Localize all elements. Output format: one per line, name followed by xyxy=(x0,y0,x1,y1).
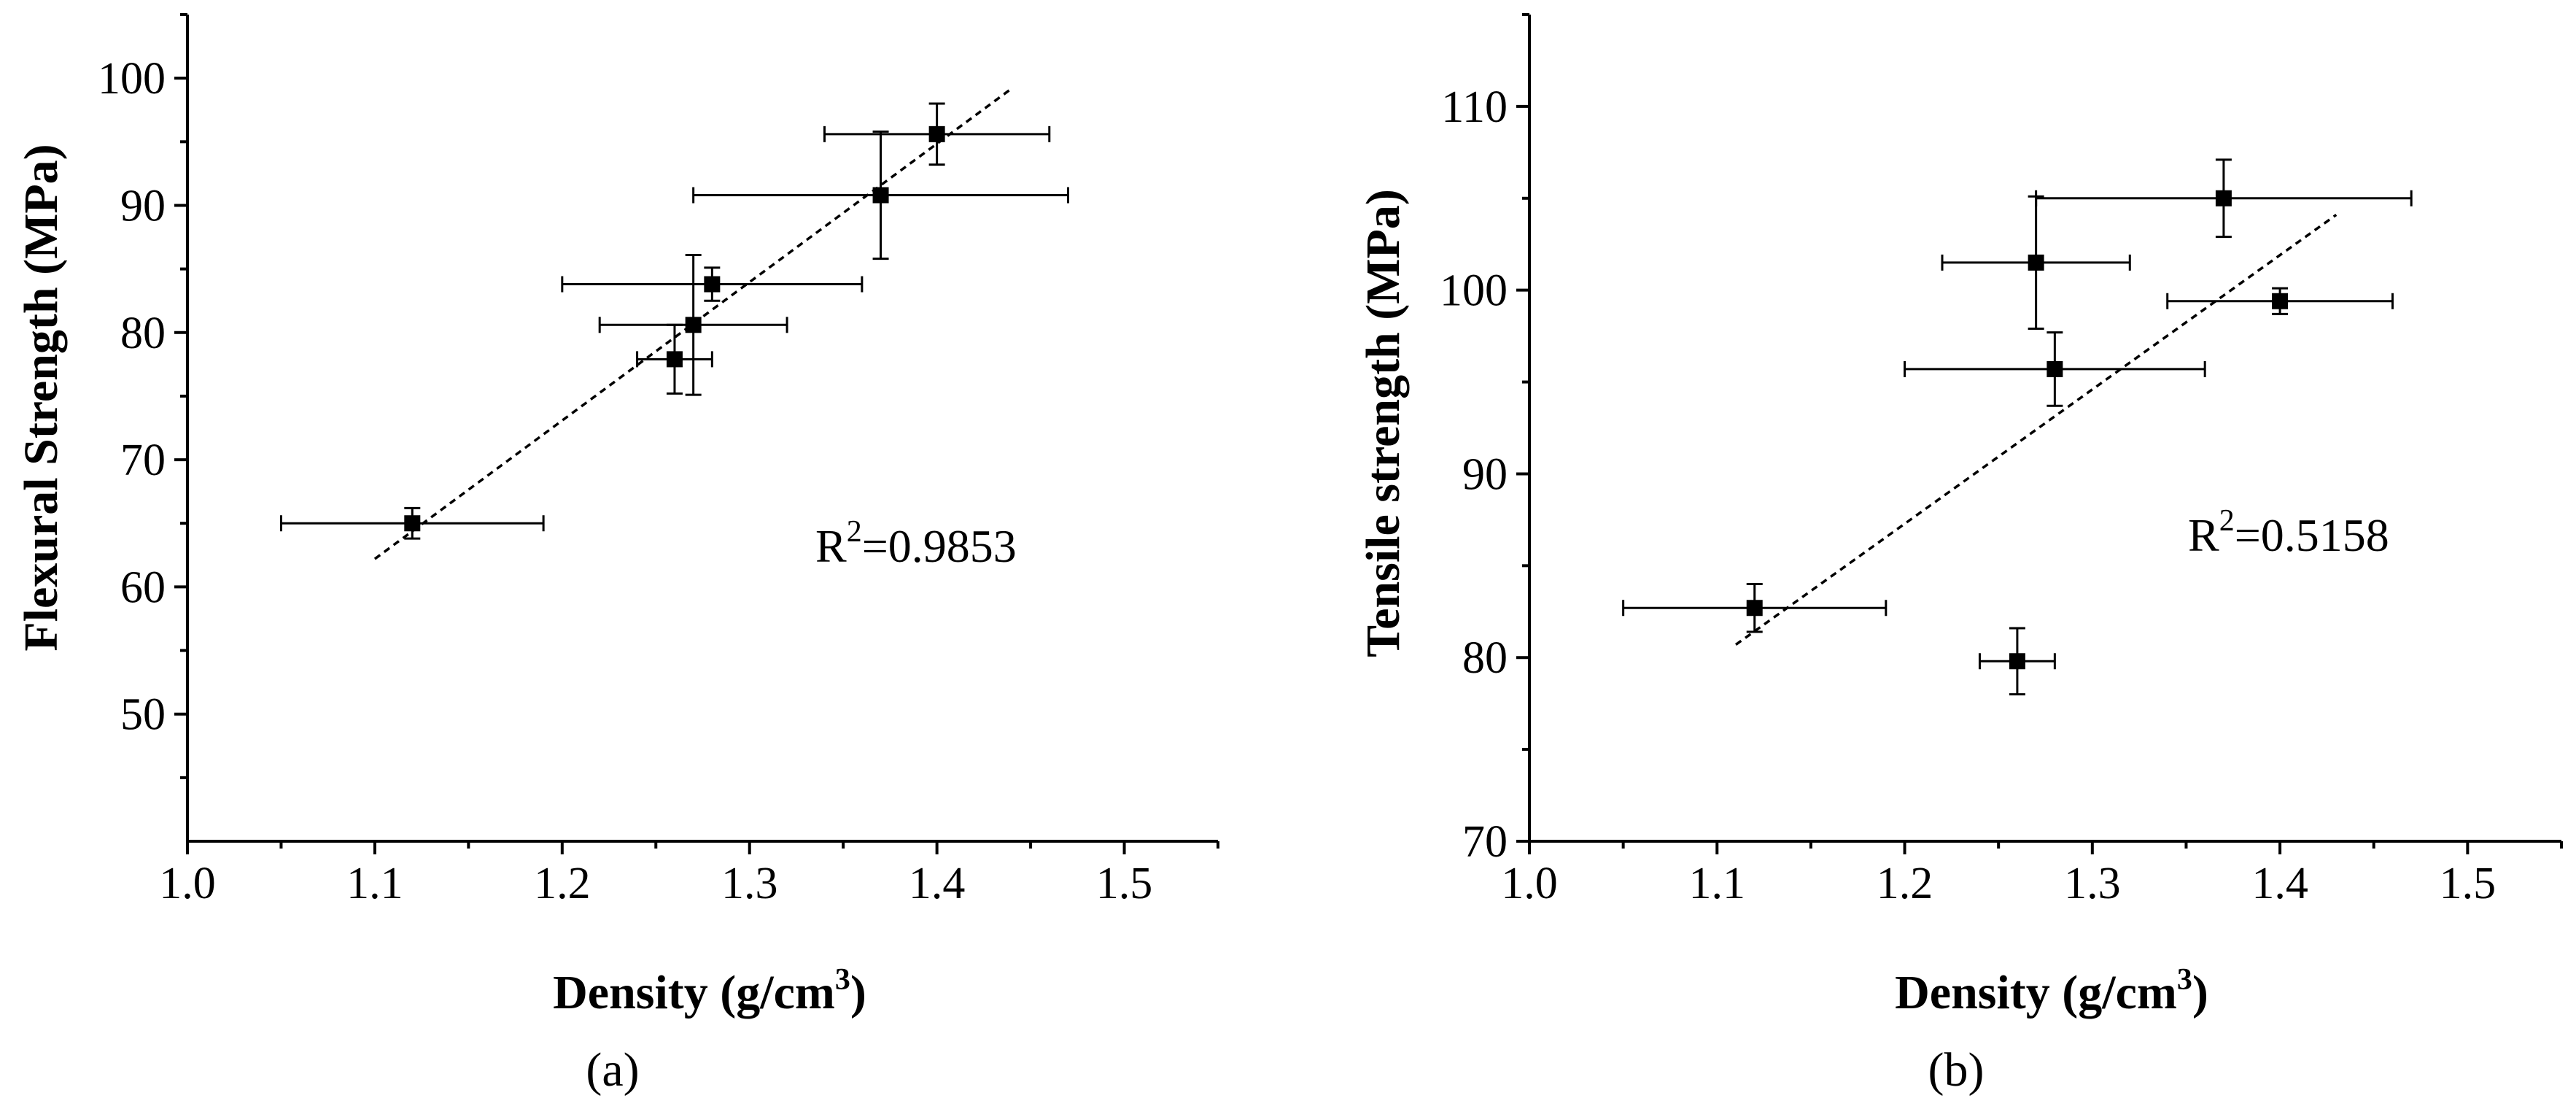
square-marker-b xyxy=(2272,293,2289,309)
x-axis-title-b-end: ) xyxy=(2192,966,2208,1019)
panel-b: 1.0 1.1 1.2 1.3 1.4 1.5 70 80 90 100 110 Tensile s… xyxy=(1357,13,2563,1097)
y-axis-title-a: Flexural Strength (MPa) xyxy=(15,144,68,651)
x-tick-label-a: 1.1 xyxy=(346,859,403,908)
fit-line-a xyxy=(373,87,1013,560)
square-marker-a xyxy=(404,515,421,532)
x-tick-label-b: 1.3 xyxy=(2064,859,2121,908)
x-tick-label-b: 1.2 xyxy=(1877,859,1933,908)
r-squared-b-prefix: R xyxy=(2188,509,2219,561)
square-marker-b xyxy=(2009,653,2025,670)
fit-line-b xyxy=(1734,214,2338,646)
data-point-a xyxy=(279,506,545,540)
x-tick-label-a: 1.3 xyxy=(721,859,778,908)
x-tick-label-b: 1.4 xyxy=(2251,859,2308,908)
data-point-a xyxy=(692,130,1069,260)
data-point-b xyxy=(1941,195,2131,331)
panel-a: 1.0 1.1 1.2 1.3 1.4 1.5 50 60 70 80 90 100 Flexural… xyxy=(15,13,1219,1097)
data-point-b xyxy=(2166,287,2394,315)
r-squared-a-prefix: R xyxy=(815,520,847,572)
x-tick-label-b: 1.0 xyxy=(1501,859,1558,908)
square-marker-a xyxy=(704,276,721,293)
x-tick-label-a: 1.5 xyxy=(1096,859,1153,908)
r-squared-a-sup: 2 xyxy=(847,515,862,549)
x-tick-label-a: 1.0 xyxy=(159,859,216,908)
square-marker-b xyxy=(1746,600,1763,617)
y-tick-label-a: 80 xyxy=(120,309,166,358)
y-axis-title-b: Tensile strength (MPa) xyxy=(1357,189,1410,657)
data-point-b xyxy=(1904,331,2206,407)
x-tick-label-a: 1.2 xyxy=(534,859,591,908)
square-marker-a xyxy=(666,351,683,368)
data-point-a xyxy=(823,102,1051,166)
x-axis-title-a-sup: 3 xyxy=(835,963,850,997)
y-tick-label-b: 70 xyxy=(1462,817,1508,867)
x-axis-title-a-end: ) xyxy=(850,966,866,1019)
panel-label-a: (a) xyxy=(586,1043,639,1097)
fit-layer-b xyxy=(1734,214,2338,646)
y-tick-label-a: 100 xyxy=(98,54,166,104)
square-marker-b xyxy=(2215,190,2232,206)
data-point-a xyxy=(561,266,864,302)
y-tick-label-a: 60 xyxy=(120,563,166,612)
r-squared-b-value: =0.5158 xyxy=(2235,509,2389,561)
square-marker-a xyxy=(872,187,889,204)
square-marker-a xyxy=(928,125,945,142)
r-squared-b-sup: 2 xyxy=(2219,504,2235,538)
x-axis-title-a-main: Density (g/cm xyxy=(553,966,835,1019)
y-tick-label-b: 80 xyxy=(1462,633,1508,683)
data-point-b xyxy=(2035,158,2413,239)
x-axis-title-b: Density (g/cm3) xyxy=(1895,963,2208,1019)
square-marker-a xyxy=(685,317,702,333)
y-tick-label-a: 90 xyxy=(120,181,166,231)
x-axis-title-b-sup: 3 xyxy=(2177,963,2192,997)
data-point-a xyxy=(598,253,788,396)
points-layer-b xyxy=(1622,158,2413,696)
r-squared-b: R2=0.5158 xyxy=(2188,504,2389,561)
axes-b: 1.0 1.1 1.2 1.3 1.4 1.5 70 80 90 100 110 xyxy=(1440,13,2563,908)
fit-layer-a xyxy=(373,87,1013,560)
data-point-b xyxy=(1978,627,2056,696)
x-tick-label-b: 1.5 xyxy=(2440,859,2497,908)
y-tick-label-a: 70 xyxy=(120,436,166,485)
data-point-a xyxy=(636,323,713,395)
y-tick-label-b: 110 xyxy=(1441,82,1508,132)
x-tick-label-b: 1.1 xyxy=(1689,859,1746,908)
points-layer-a xyxy=(279,102,1069,540)
r-squared-a-value: =0.9853 xyxy=(862,520,1017,572)
y-tick-label-a: 50 xyxy=(120,690,166,740)
axes-a: 1.0 1.1 1.2 1.3 1.4 1.5 50 60 70 80 90 100 xyxy=(98,13,1219,908)
r-squared-a: R2=0.9853 xyxy=(815,515,1017,572)
x-axis-title-a: Density (g/cm3) xyxy=(553,963,866,1019)
data-point-b xyxy=(1622,583,1888,633)
x-tick-label-a: 1.4 xyxy=(909,859,966,908)
square-marker-b xyxy=(2028,254,2044,271)
y-tick-label-b: 100 xyxy=(1440,266,1508,316)
square-marker-b xyxy=(2047,360,2063,377)
panel-label-b: (b) xyxy=(1928,1043,1985,1097)
y-tick-label-b: 90 xyxy=(1462,449,1508,499)
x-axis-title-b-main: Density (g/cm xyxy=(1895,966,2177,1019)
